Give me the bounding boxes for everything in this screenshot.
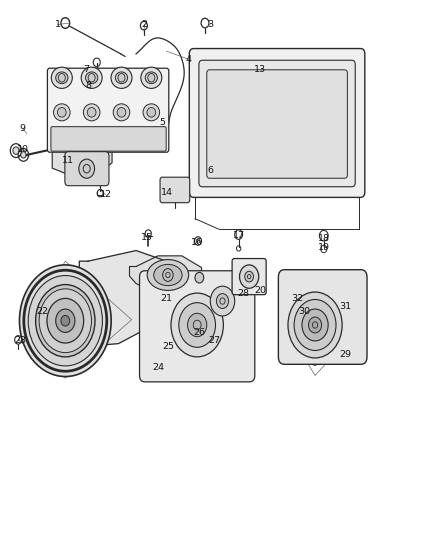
Circle shape: [308, 317, 321, 333]
Ellipse shape: [117, 108, 126, 117]
Circle shape: [187, 313, 207, 337]
Text: 1: 1: [54, 20, 60, 29]
Polygon shape: [79, 251, 180, 346]
Circle shape: [195, 272, 204, 283]
Circle shape: [28, 276, 102, 366]
Circle shape: [19, 265, 111, 376]
Circle shape: [216, 294, 229, 309]
FancyBboxPatch shape: [279, 270, 367, 365]
FancyBboxPatch shape: [160, 177, 190, 203]
Text: 16: 16: [191, 238, 203, 247]
Ellipse shape: [147, 260, 189, 290]
Text: 13: 13: [254, 66, 267, 74]
Text: 21: 21: [161, 294, 173, 303]
Text: 25: 25: [163, 342, 175, 351]
Polygon shape: [130, 256, 201, 294]
Text: 4: 4: [185, 55, 191, 63]
FancyBboxPatch shape: [199, 60, 355, 187]
Circle shape: [179, 303, 215, 348]
FancyBboxPatch shape: [232, 259, 266, 295]
Ellipse shape: [145, 72, 157, 84]
Text: 12: 12: [99, 190, 112, 199]
Text: 23: 23: [14, 336, 26, 345]
Text: 8: 8: [85, 81, 91, 90]
Text: 9: 9: [20, 124, 25, 133]
Text: 14: 14: [161, 188, 173, 197]
Circle shape: [35, 285, 95, 357]
Polygon shape: [52, 150, 112, 181]
Text: 28: 28: [237, 288, 249, 297]
Circle shape: [79, 159, 95, 178]
Text: 24: 24: [152, 363, 164, 372]
Ellipse shape: [56, 72, 68, 84]
Circle shape: [39, 289, 92, 353]
Text: 17: 17: [233, 231, 245, 240]
FancyBboxPatch shape: [47, 68, 169, 152]
Text: 7: 7: [83, 66, 89, 74]
Text: 3: 3: [207, 20, 213, 29]
Ellipse shape: [85, 72, 98, 84]
Circle shape: [21, 152, 26, 158]
Text: 22: 22: [36, 307, 48, 316]
Text: 27: 27: [208, 336, 221, 345]
Circle shape: [13, 147, 19, 155]
Circle shape: [171, 293, 223, 357]
Text: 19: 19: [318, 244, 330, 253]
Text: 29: 29: [339, 350, 352, 359]
Text: 18: 18: [318, 234, 330, 243]
Ellipse shape: [115, 72, 127, 84]
Text: 11: 11: [62, 156, 74, 165]
Ellipse shape: [87, 108, 96, 117]
Text: 2: 2: [142, 20, 148, 29]
FancyBboxPatch shape: [207, 70, 347, 178]
Circle shape: [56, 309, 75, 333]
Ellipse shape: [53, 104, 70, 121]
Ellipse shape: [143, 104, 159, 121]
Circle shape: [288, 292, 342, 358]
Text: 20: 20: [254, 286, 266, 295]
FancyBboxPatch shape: [189, 49, 365, 197]
Text: 10: 10: [17, 145, 28, 154]
Text: 30: 30: [298, 307, 310, 316]
Circle shape: [302, 309, 328, 341]
FancyBboxPatch shape: [140, 271, 255, 382]
Ellipse shape: [57, 108, 66, 117]
FancyBboxPatch shape: [65, 152, 109, 185]
Ellipse shape: [154, 264, 182, 286]
Ellipse shape: [83, 104, 100, 121]
FancyBboxPatch shape: [51, 127, 166, 151]
Text: 26: 26: [193, 328, 205, 337]
Ellipse shape: [111, 67, 132, 88]
Ellipse shape: [147, 108, 155, 117]
Circle shape: [240, 265, 259, 288]
Ellipse shape: [81, 67, 102, 88]
Circle shape: [295, 301, 311, 320]
Ellipse shape: [113, 104, 130, 121]
Text: 32: 32: [292, 294, 304, 303]
Circle shape: [210, 286, 235, 316]
Text: 5: 5: [159, 118, 165, 127]
Text: 6: 6: [207, 166, 213, 175]
Text: 15: 15: [141, 233, 153, 242]
Ellipse shape: [51, 67, 72, 88]
Circle shape: [61, 316, 70, 326]
Circle shape: [245, 271, 254, 282]
Circle shape: [47, 298, 84, 343]
Text: 31: 31: [339, 302, 352, 311]
Circle shape: [294, 300, 336, 351]
Ellipse shape: [141, 67, 162, 88]
